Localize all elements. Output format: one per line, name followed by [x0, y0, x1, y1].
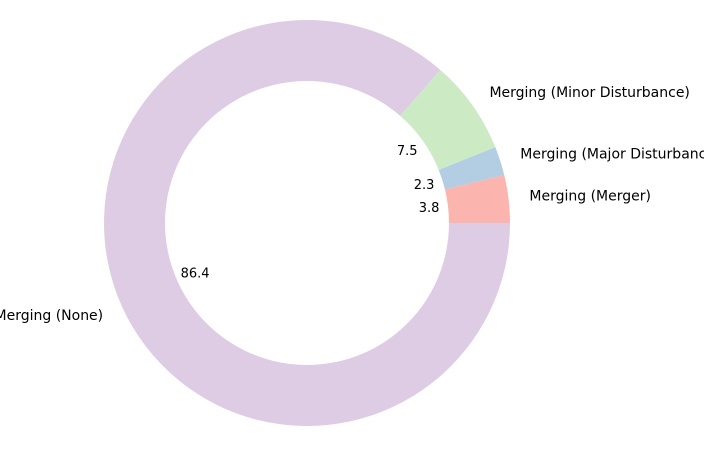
slice-0	[444, 174, 510, 223]
slice-label-1: Merging (Major Disturbance)	[520, 146, 704, 162]
slice-1	[438, 147, 505, 190]
slice-label-2: Merging (Minor Disturbance)	[489, 85, 689, 101]
slice-percent-1: 2.3	[414, 178, 435, 193]
slice-percent-labels: 3.8 2.3 7.5 86.4	[181, 144, 440, 281]
slice-percent-2: 7.5	[397, 144, 418, 159]
slice-labels: Merging (Merger) Merging (Major Disturban…	[0, 85, 704, 324]
slice-2	[400, 69, 496, 170]
slice-label-3: Merging (None)	[0, 308, 103, 324]
slice-percent-0: 3.8	[419, 201, 440, 216]
slice-percent-3: 86.4	[181, 266, 210, 281]
donut-slices	[104, 20, 510, 427]
slice-label-0: Merging (Merger)	[529, 188, 651, 204]
slice-3	[104, 20, 510, 427]
